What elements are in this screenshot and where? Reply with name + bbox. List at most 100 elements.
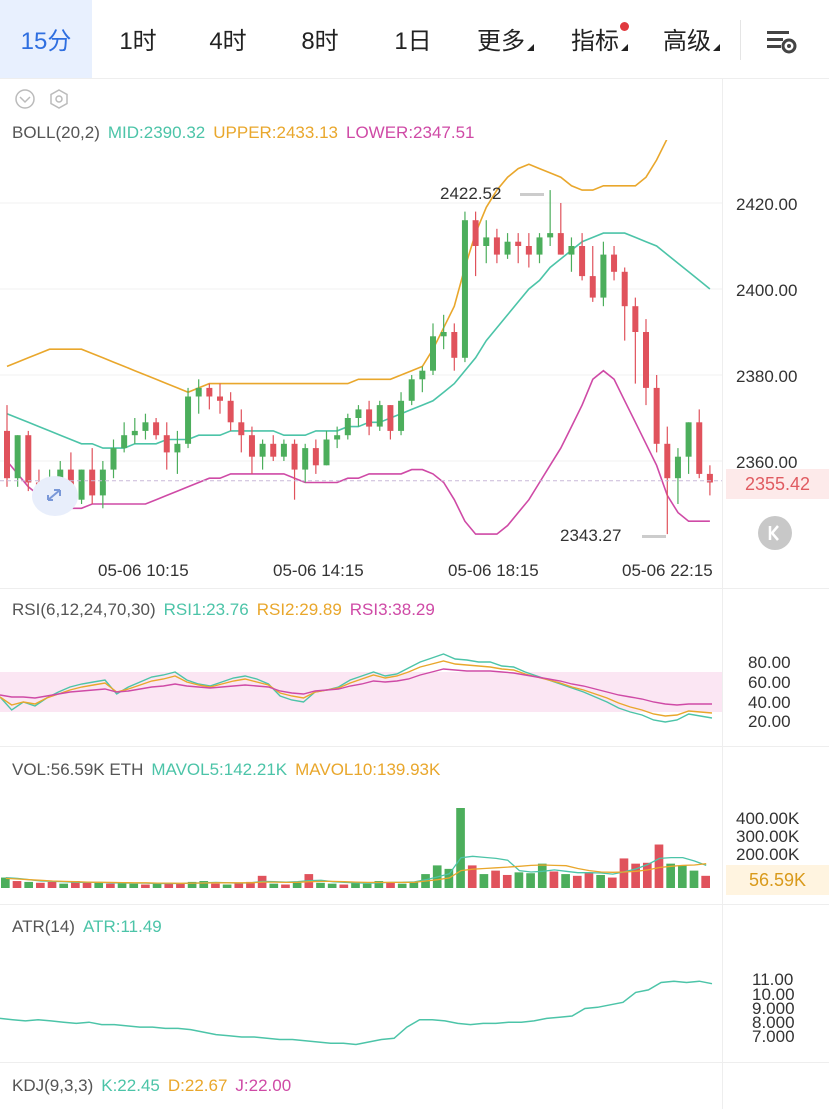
tab-divider bbox=[740, 20, 741, 60]
atr-legend: ATR(14) ATR:11.49 bbox=[12, 917, 170, 937]
candle-body bbox=[579, 246, 586, 277]
candle-body bbox=[611, 254, 618, 272]
candle-body bbox=[25, 435, 32, 483]
candle-body bbox=[653, 387, 660, 444]
tab-more[interactable]: 更多 bbox=[466, 0, 536, 78]
candle-body bbox=[664, 443, 671, 479]
candle-body bbox=[483, 237, 490, 246]
volume-bar bbox=[351, 882, 360, 888]
volume-bar bbox=[339, 884, 349, 888]
atr-chart bbox=[0, 980, 713, 1046]
candle-body bbox=[589, 276, 596, 298]
volume-bar bbox=[141, 884, 150, 888]
volume-bar bbox=[234, 882, 244, 888]
collapse-icon[interactable] bbox=[14, 88, 36, 115]
volume-bar bbox=[386, 882, 395, 888]
rsi-axis-label: 60.00 bbox=[748, 673, 791, 692]
expand-icon[interactable] bbox=[32, 476, 78, 516]
vol-axis-label: 200.00K bbox=[736, 845, 800, 864]
scroll-to-latest-icon[interactable] bbox=[758, 516, 792, 550]
volume-bar bbox=[491, 870, 500, 888]
volume-bar bbox=[199, 881, 209, 888]
candle-body bbox=[302, 448, 309, 470]
candle-body bbox=[621, 271, 628, 307]
panel-divider bbox=[0, 904, 829, 905]
candle-body bbox=[163, 435, 170, 453]
candle-body bbox=[387, 405, 394, 431]
candle-body bbox=[536, 237, 543, 255]
candle-body bbox=[525, 246, 532, 255]
mavol5-value: MAVOL5:142.21K bbox=[151, 760, 288, 779]
volume-bar bbox=[631, 863, 640, 888]
candle-body bbox=[674, 456, 681, 479]
gear-icon[interactable] bbox=[48, 88, 70, 115]
candle-body bbox=[57, 469, 64, 479]
candle-body bbox=[14, 435, 21, 479]
volume-bar bbox=[689, 870, 699, 888]
tab-8h[interactable]: 8时 bbox=[280, 0, 360, 78]
price-axis-label: 2420.00 bbox=[736, 195, 798, 214]
high-marker bbox=[520, 193, 544, 196]
boll-lower: LOWER:2347.51 bbox=[345, 123, 475, 142]
candle-body bbox=[643, 332, 649, 388]
candle-body bbox=[696, 422, 703, 474]
rsi-legend: RSI(6,12,24,70,30) RSI1:23.76 RSI2:29.89 RS… bbox=[12, 600, 443, 620]
current-price-tag: 2355.42 bbox=[726, 469, 829, 499]
kdj-d: D:22.67 bbox=[167, 1076, 228, 1095]
volume-bar bbox=[71, 881, 80, 888]
notification-dot bbox=[620, 22, 629, 31]
volume-bar bbox=[47, 881, 57, 888]
tab-label: 指标 bbox=[571, 28, 619, 55]
candle-body bbox=[270, 443, 277, 457]
rsi3-value: RSI3:38.29 bbox=[349, 600, 435, 619]
volume-bar bbox=[467, 865, 477, 888]
kdj-j: J:22.00 bbox=[235, 1076, 292, 1095]
volume-bar bbox=[456, 808, 465, 888]
candle-body bbox=[344, 418, 351, 436]
candlestick-chart[interactable] bbox=[0, 140, 722, 552]
volume-bar bbox=[549, 871, 559, 888]
tab-4h[interactable]: 4时 bbox=[188, 0, 268, 78]
chart-settings-icon[interactable] bbox=[764, 26, 804, 56]
volume-bar bbox=[596, 874, 605, 888]
candle-body bbox=[557, 233, 564, 255]
candle-body bbox=[632, 306, 639, 332]
rsi-axis-label: 20.00 bbox=[748, 712, 791, 731]
panel-divider bbox=[0, 1062, 829, 1063]
tab-1h[interactable]: 1时 bbox=[98, 0, 178, 78]
high-price-label: 2422.52 bbox=[440, 184, 502, 203]
time-axis-label: 05-06 22:15 bbox=[622, 561, 713, 580]
tab-1d[interactable]: 1日 bbox=[373, 0, 453, 78]
tab-label: 8时 bbox=[301, 28, 339, 55]
atr-axis-label: 8.000 bbox=[752, 1013, 795, 1032]
candle-body bbox=[451, 332, 458, 358]
atr-axis-label: 11.00 bbox=[752, 970, 794, 989]
candle-body bbox=[4, 430, 10, 479]
kdj-legend: KDJ(9,3,3) K:22.45 D:22.67 J:22.00 bbox=[12, 1076, 299, 1096]
price-axis-label: 2400.00 bbox=[736, 281, 798, 300]
volume-bar bbox=[642, 862, 652, 888]
tab-15m[interactable]: 15分 bbox=[0, 0, 92, 78]
time-axis-label: 05-06 10:15 bbox=[98, 561, 189, 580]
rsi-axis-label: 40.00 bbox=[748, 693, 791, 712]
candle-body bbox=[408, 379, 415, 401]
boll-mid: MID:2390.32 bbox=[107, 123, 206, 142]
candle-body bbox=[334, 435, 341, 440]
vol-axis-label: 300.00K bbox=[736, 827, 800, 846]
candle-body bbox=[398, 400, 405, 431]
rsi-name: RSI(6,12,24,70,30) bbox=[12, 600, 156, 619]
tab-advanced[interactable]: 高级 bbox=[652, 0, 722, 78]
current-volume-tag: 56.59K bbox=[726, 865, 829, 895]
volume-bar bbox=[316, 882, 325, 888]
volume-bar bbox=[24, 881, 34, 888]
volume-bar bbox=[619, 858, 629, 888]
tab-indicators[interactable]: 指标 bbox=[560, 0, 630, 78]
candle-body bbox=[206, 387, 213, 397]
price-axis-label: 2360.00 bbox=[736, 453, 798, 472]
volume-bar bbox=[94, 882, 104, 888]
candle-body bbox=[600, 254, 607, 298]
candle-body bbox=[419, 370, 426, 380]
tab-label: 高级 bbox=[663, 28, 711, 55]
volume-bar bbox=[537, 863, 547, 888]
boll-legend: BOLL(20,2) MID:2390.32 UPPER:2433.13 LOWER:… bbox=[12, 123, 483, 143]
